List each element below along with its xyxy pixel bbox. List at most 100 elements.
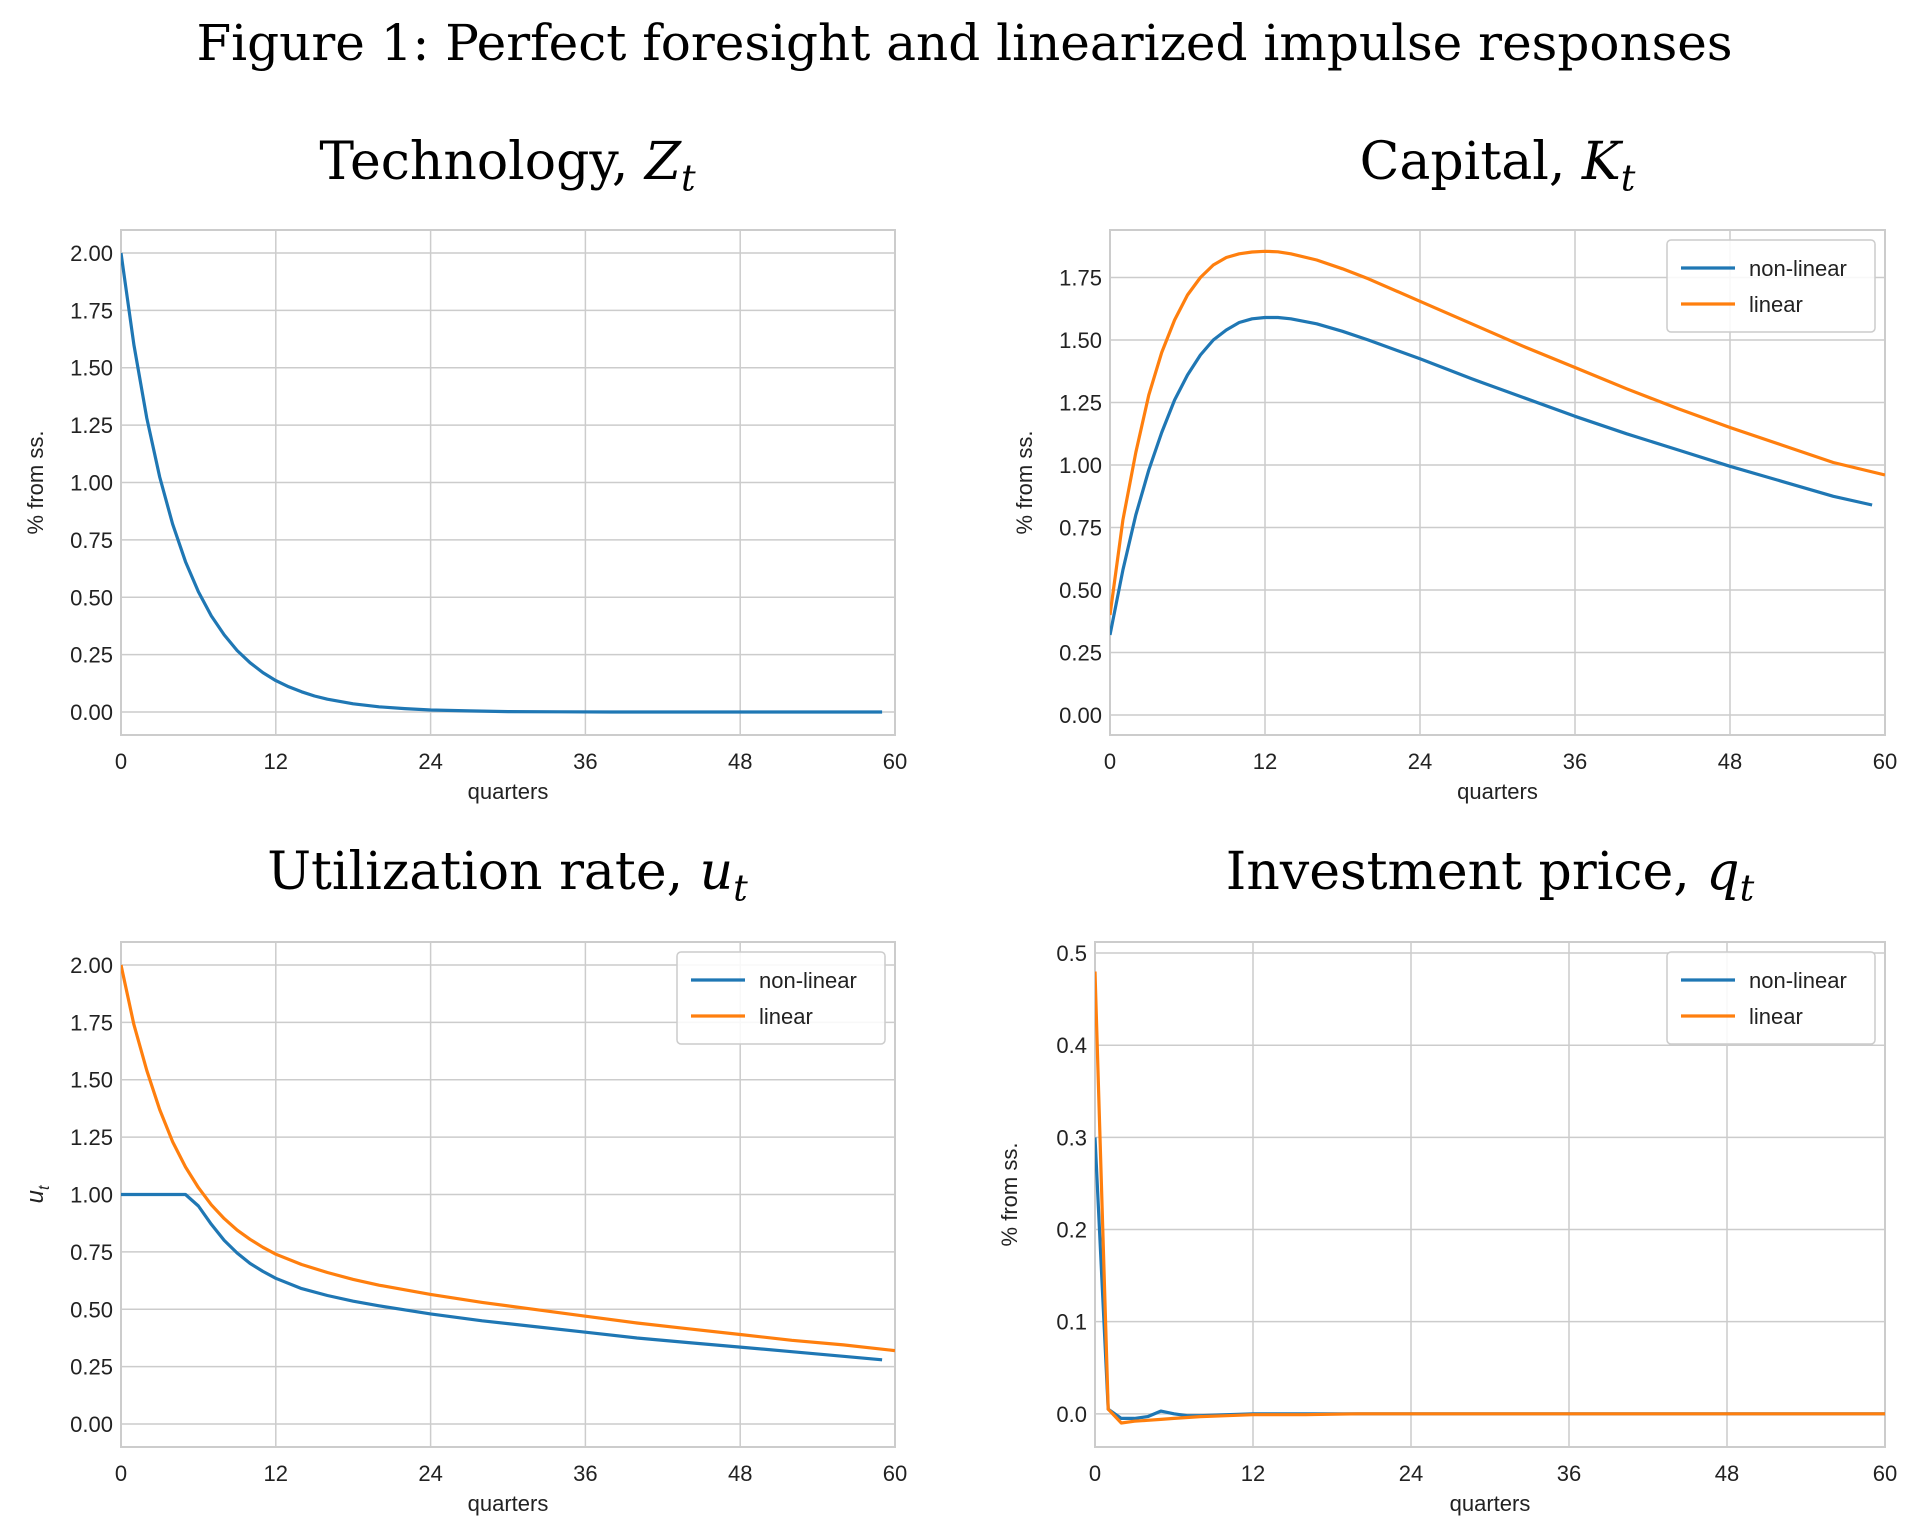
y-tick-label: 0.3 (1056, 1125, 1087, 1150)
x-tick-label: 60 (883, 749, 907, 774)
panel-title-text: Utilization rate, (267, 842, 700, 902)
panel-title-text: Investment price, (1225, 842, 1707, 902)
y-tick-label: 0.50 (1059, 578, 1102, 603)
legend: non-linear linear (676, 951, 886, 1045)
x-tick-label: 48 (1715, 1461, 1739, 1486)
y-tick-label: 0.75 (1059, 516, 1102, 541)
x-tick-label: 12 (1241, 1461, 1265, 1486)
panel-title-text: Technology, (319, 132, 645, 192)
series-line-linear (1095, 971, 1885, 1425)
x-tick-label: 60 (883, 1461, 907, 1486)
y-tick-label: 0.5 (1056, 941, 1087, 966)
x-tick-label: 48 (728, 749, 752, 774)
legend-box (1666, 951, 1876, 1045)
y-tick-label: 1.50 (70, 1068, 113, 1093)
y-tick-label: 1.00 (70, 1183, 113, 1208)
y-tick-label: 0.75 (70, 1240, 113, 1265)
legend-label: non-linear (759, 968, 857, 993)
y-tick-label: 0.0 (1056, 1402, 1087, 1427)
x-tick-label: 48 (1718, 749, 1742, 774)
y-tick-label: 0.50 (70, 1297, 113, 1322)
legend-label: non-linear (1749, 256, 1847, 281)
panel-title-sub: t (681, 156, 696, 200)
y-tick-label: 0.00 (1059, 703, 1102, 728)
panel-title-var: K (1581, 132, 1621, 192)
y-axis-label: % from ss. (997, 1143, 1022, 1247)
series-line-linear (1110, 249, 1885, 616)
x-axis-label: quarters (468, 1491, 549, 1516)
plot-frame (1094, 941, 1886, 1448)
y-axis-label: % from ss. (1012, 431, 1037, 535)
panel-title-investment-price: Investment price, qt (1095, 842, 1885, 909)
y-tick-label: 1.25 (70, 1125, 113, 1150)
figure-title: Figure 1: Perfect foresight and lineariz… (196, 14, 1733, 72)
y-tick-label: 0.2 (1056, 1218, 1087, 1243)
x-tick-label: 48 (728, 1461, 752, 1486)
legend-label: linear (1749, 1004, 1803, 1029)
y-tick-label: 0.25 (1059, 641, 1102, 666)
y-tick-label: 1.50 (1059, 328, 1102, 353)
series-line-non-linear (121, 1192, 883, 1362)
x-tick-label: 12 (264, 749, 288, 774)
legend-label: linear (759, 1004, 813, 1029)
y-tick-label: 0.1 (1056, 1310, 1087, 1335)
y-tick-label: 2.00 (70, 953, 113, 978)
y-tick-label: 1.00 (1059, 453, 1102, 478)
chart-utilization: 0 12 24 36 48 60 0.00 0.25 0.50 0.75 1.00 1.25 1.50 1… (22, 941, 907, 1516)
x-tick-label: 0 (1089, 1461, 1101, 1486)
x-tick-label: 60 (1873, 1461, 1897, 1486)
panel-title-utilization: Utilization rate, ut (120, 842, 895, 909)
x-tick-label: 24 (1399, 1461, 1423, 1486)
chart-investment-price: 0 12 24 36 48 60 0.0 0.1 0.2 0.3 0.4 0.5 quarters % f… (997, 941, 1897, 1516)
legend: non-linear linear (1666, 239, 1876, 333)
y-axis-label: ut (22, 1185, 53, 1203)
x-tick-label: 36 (1557, 1461, 1581, 1486)
y-tick-label: 1.25 (70, 413, 113, 438)
chart-technology: 0 12 24 36 48 60 0.00 0.25 0.50 0.75 1.00 1.25 1.50 1… (23, 229, 907, 804)
x-tick-label: 60 (1873, 749, 1897, 774)
legend-label: linear (1749, 292, 1803, 317)
x-axis-label: quarters (1450, 1491, 1531, 1516)
series-line-series-0 (121, 252, 883, 714)
y-tick-label: 1.75 (70, 1010, 113, 1035)
y-tick-label: 0.75 (70, 528, 113, 553)
series-line-non-linear (1110, 315, 1873, 636)
x-tick-label: 36 (573, 749, 597, 774)
y-tick-label: 0.4 (1056, 1033, 1087, 1058)
y-tick-label: 0.00 (70, 1412, 113, 1437)
x-tick-label: 24 (418, 1461, 442, 1486)
chart-capital: 0 12 24 36 48 60 0.00 0.25 0.50 0.75 1.00 1.25 1.50 1… (1012, 229, 1897, 804)
x-tick-label: 36 (1563, 749, 1587, 774)
y-axis-label: % from ss. (23, 431, 48, 535)
legend: non-linear linear (1666, 951, 1876, 1045)
plot-frame (1109, 229, 1886, 736)
panel-title-text: Capital, (1359, 132, 1582, 192)
panel-title-sub: t (1739, 866, 1755, 910)
x-tick-label: 36 (573, 1461, 597, 1486)
legend-box (1666, 239, 1876, 333)
y-tick-label: 1.50 (70, 356, 113, 381)
x-tick-label: 0 (1104, 749, 1116, 774)
plot-frame (120, 229, 896, 736)
x-tick-label: 0 (115, 1461, 127, 1486)
panel-title-sub: t (1620, 156, 1636, 200)
y-tick-label: 0.50 (70, 585, 113, 610)
y-tick-label: 1.75 (70, 298, 113, 323)
legend-label: non-linear (1749, 968, 1847, 993)
panel-title-var: q (1706, 842, 1740, 902)
x-tick-label: 0 (115, 749, 127, 774)
y-tick-label: 1.75 (1059, 266, 1102, 291)
y-tick-label: 0.25 (70, 1355, 113, 1380)
x-tick-label: 24 (1408, 749, 1432, 774)
series-line-linear (121, 964, 895, 1353)
panel-title-capital: Capital, Kt (1110, 132, 1885, 199)
y-tick-label: 1.00 (70, 471, 113, 496)
panel-title-var: Z (644, 132, 682, 192)
x-tick-label: 12 (264, 1461, 288, 1486)
panel-title-technology: Technology, Zt (120, 132, 895, 199)
panel-title-sub: t (733, 866, 748, 910)
series-line-non-linear (1095, 1137, 1885, 1421)
y-tick-label: 2.00 (70, 241, 113, 266)
legend-box (676, 951, 886, 1045)
